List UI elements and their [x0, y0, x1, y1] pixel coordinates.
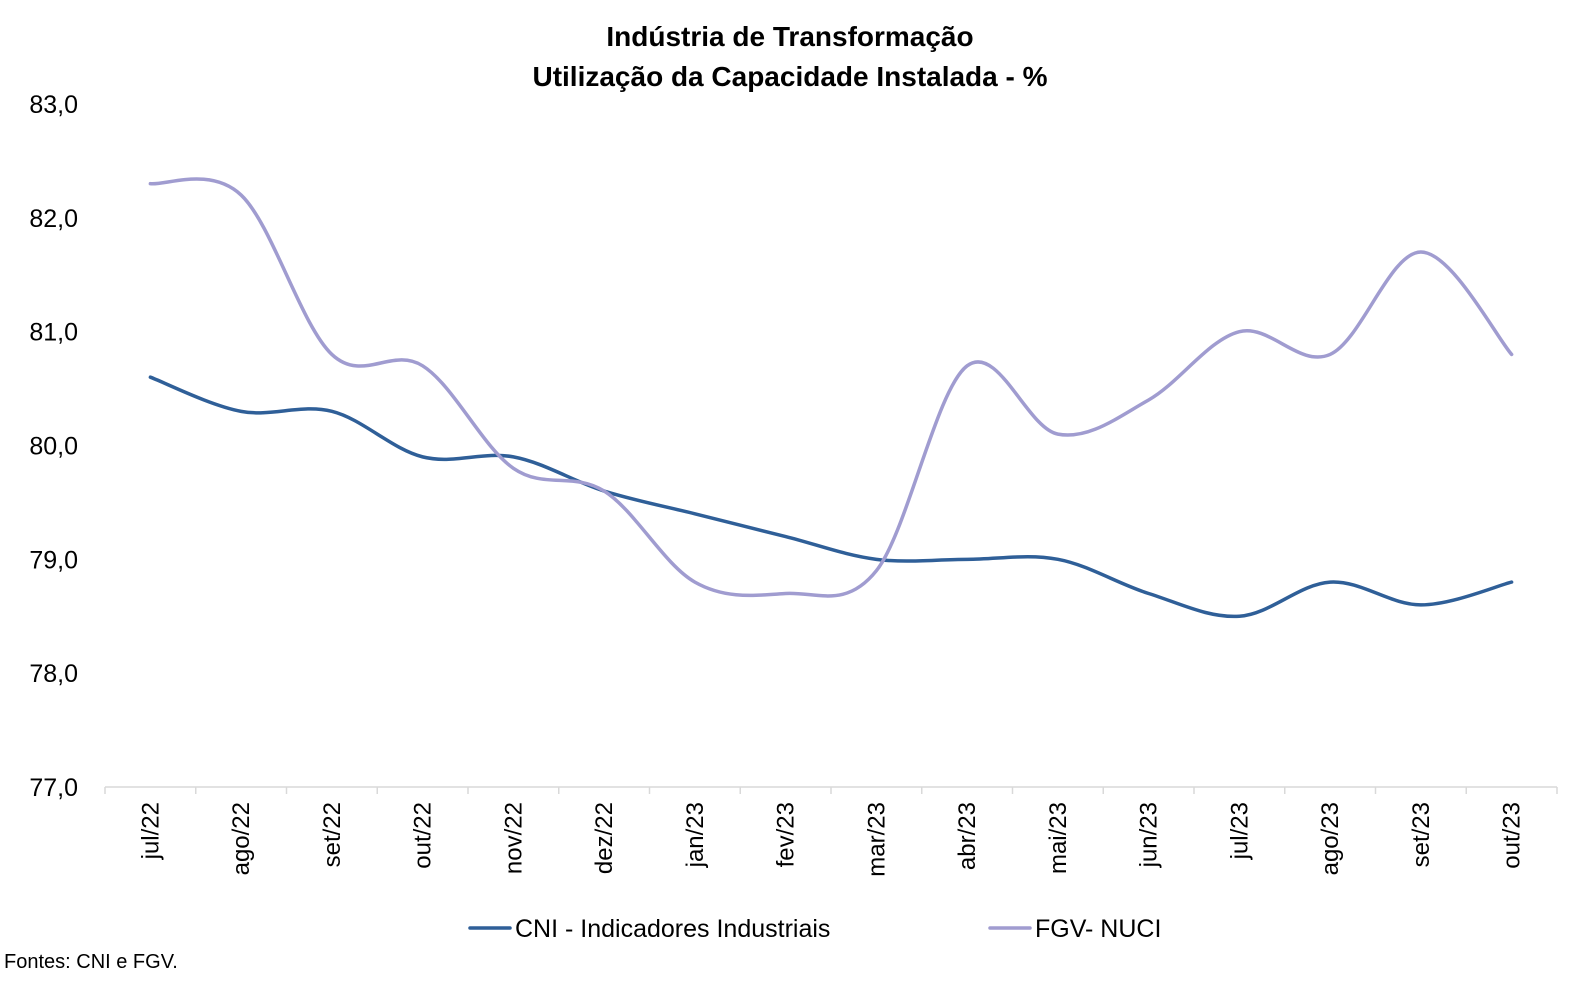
- y-tick-label: 82,0: [29, 205, 78, 233]
- x-tick-label: jul/23: [1226, 802, 1253, 860]
- chart-title: Indústria de Transformação: [606, 21, 973, 52]
- legend-label: CNI - Indicadores Industriais: [515, 915, 830, 943]
- y-tick-label: 83,0: [29, 91, 78, 119]
- x-tick-label: abr/23: [954, 802, 981, 870]
- series-line-1: [148, 375, 1514, 619]
- x-tick-label: ago/22: [228, 802, 255, 875]
- series-line-2: [148, 177, 1514, 598]
- y-tick-label: 80,0: [29, 433, 78, 461]
- x-tick-label: ago/23: [1317, 802, 1344, 875]
- x-tick-label: set/22: [319, 802, 346, 867]
- x-tick-label: out/22: [410, 802, 437, 869]
- x-tick-label: jun/23: [1136, 802, 1163, 868]
- y-tick-label: 79,0: [29, 546, 78, 574]
- y-tick-label: 77,0: [29, 774, 78, 802]
- x-tick-label: jan/23: [682, 802, 709, 868]
- x-tick-label: set/23: [1408, 802, 1435, 867]
- x-tick-label: mai/23: [1045, 802, 1072, 874]
- legend-label: FGV- NUCI: [1035, 915, 1161, 943]
- x-tick-label: nov/22: [500, 802, 527, 874]
- y-tick-label: 81,0: [29, 319, 78, 347]
- chart-subtitle: Utilização da Capacidade Instalada - %: [532, 61, 1047, 92]
- x-tick-label: out/23: [1499, 802, 1526, 869]
- x-tick-label: mar/23: [863, 802, 890, 877]
- x-tick-label: dez/22: [591, 802, 618, 874]
- x-tick-label: fev/23: [773, 802, 800, 867]
- x-tick-label: jul/22: [137, 802, 164, 860]
- y-tick-label: 78,0: [29, 660, 78, 688]
- source-note: Fontes: CNI e FGV.: [4, 951, 178, 973]
